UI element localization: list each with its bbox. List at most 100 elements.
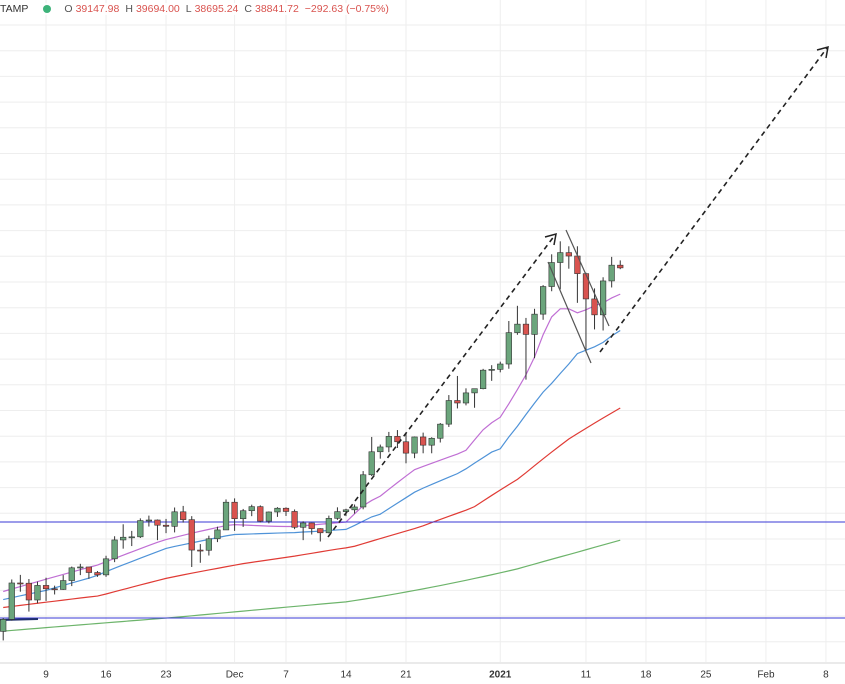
candle-body [351, 506, 358, 511]
candle-body [540, 286, 547, 315]
candle-body [377, 446, 384, 453]
candle-body [51, 588, 58, 591]
candle-body [565, 252, 572, 257]
candle-body [599, 280, 607, 316]
candle-body [462, 392, 470, 404]
x-tick-label: 23 [160, 670, 172, 681]
high-value: 39694.00 [135, 3, 180, 15]
candle-body [317, 528, 324, 534]
candle-body [231, 501, 238, 520]
candle-body [454, 400, 461, 404]
candle-body [145, 519, 152, 522]
candle-body [557, 252, 564, 263]
candle-body [617, 264, 624, 269]
candle-body [42, 585, 50, 590]
candle-body [188, 519, 195, 551]
candle-body [282, 507, 290, 512]
candle-body [505, 332, 512, 365]
candle-body [162, 524, 170, 527]
moving-average-line [3, 293, 621, 593]
x-tick-label: Feb [757, 670, 775, 681]
candle-body [394, 436, 401, 443]
candle-body [274, 507, 281, 513]
candle-body [480, 369, 487, 390]
x-tick-label: 18 [640, 670, 652, 681]
candle-body [154, 519, 161, 526]
candle-body [548, 262, 555, 287]
candle-body [488, 369, 495, 371]
status-dot [43, 5, 52, 13]
dashed-arrow [327, 234, 556, 538]
candle-body [240, 510, 247, 520]
candle-body [205, 538, 212, 551]
candle-body [94, 572, 101, 576]
candle-body [68, 567, 75, 581]
candle-body [34, 585, 41, 601]
candle-body [222, 501, 230, 531]
candle-body [197, 549, 204, 552]
candle-body [308, 522, 315, 529]
x-tick-label: Dec [226, 670, 244, 681]
candle-body [8, 582, 15, 620]
candle-body [471, 388, 478, 394]
ray-segment [0, 618, 39, 621]
candle-body [291, 511, 298, 528]
candles [0, 241, 624, 641]
candle-body [531, 313, 538, 335]
candle-body [334, 511, 341, 519]
candle-body [60, 580, 67, 590]
candle-body [120, 536, 127, 541]
grid [0, 0, 845, 662]
x-tick-label: 8 [823, 670, 829, 681]
drawings [327, 45, 829, 538]
high-label: H [125, 3, 133, 15]
candle-body [248, 506, 255, 512]
candle-body [265, 511, 272, 522]
x-tick-label: 11 [581, 670, 592, 681]
candle-body [257, 506, 264, 522]
candle-body [420, 436, 427, 446]
open-label: O [64, 3, 73, 15]
candle-body [102, 558, 110, 576]
x-tick-label: 7 [283, 670, 289, 681]
horizontal-lines [0, 521, 845, 621]
candle-body [180, 511, 187, 520]
candle-body [445, 400, 452, 425]
trend-line [565, 229, 610, 327]
arrow-head [816, 45, 829, 59]
close-value: 38841.72 [254, 3, 299, 15]
low-label: L [185, 3, 192, 15]
candle-body [608, 264, 615, 282]
candle-body [514, 323, 521, 333]
symbol: TAMP [0, 3, 29, 15]
x-tick-label: 14 [340, 670, 352, 681]
candle-body [85, 566, 92, 573]
x-tick-label: 16 [100, 670, 112, 681]
close-label: C [244, 3, 252, 15]
candle-body [437, 423, 444, 439]
change-value: −292.63 (−0.75%) [304, 3, 389, 15]
low-value: 38695.24 [194, 3, 239, 15]
moving-average-line [3, 407, 621, 609]
candle-body [522, 323, 530, 335]
x-tick-label: 2021 [489, 670, 512, 681]
trend-line [547, 261, 592, 364]
candle-body [300, 522, 307, 528]
candle-body [25, 582, 33, 601]
candle-body [342, 509, 350, 512]
candle-body [214, 529, 221, 540]
candle-body [582, 273, 590, 300]
arrow-head [544, 232, 557, 246]
candle-body [128, 536, 135, 539]
candle-body [411, 436, 418, 454]
x-tick-label: 21 [400, 670, 412, 681]
x-tick-label: 9 [43, 670, 49, 681]
x-tick-label: 25 [700, 670, 712, 681]
x-axis: 9 16 23 Dec 7 14 21 2021 11 18 25 Feb 8 [43, 670, 829, 681]
candle-body [17, 582, 24, 585]
candle-body [0, 619, 7, 632]
candle-body [402, 441, 410, 454]
candle-body [591, 298, 598, 316]
candle-body [77, 566, 84, 569]
